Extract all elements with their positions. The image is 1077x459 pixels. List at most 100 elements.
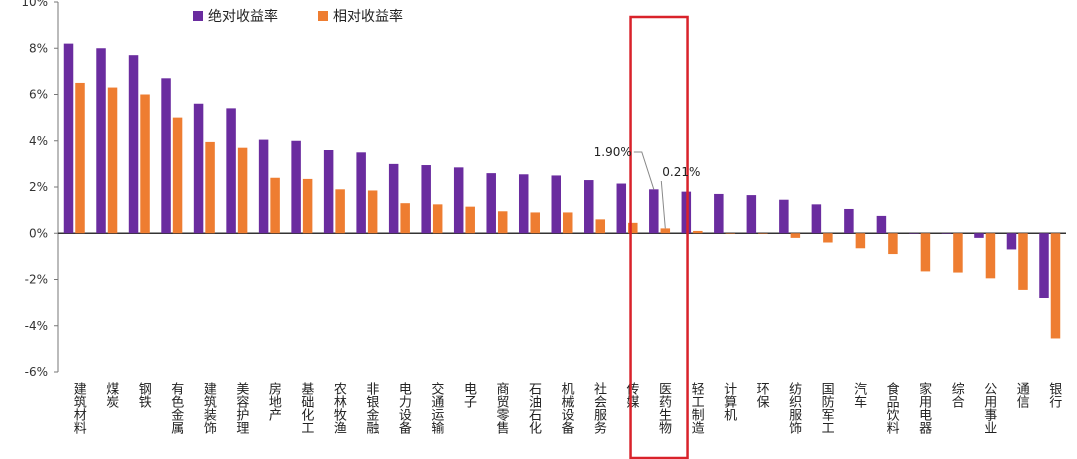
- bar-absolute-return: [746, 195, 757, 234]
- y-tick-label: -2%: [25, 273, 48, 287]
- bar-absolute-return: [356, 152, 366, 234]
- bar-relative-return: [628, 222, 638, 234]
- bar-relative-return: [335, 189, 345, 234]
- bar-relative-return: [270, 177, 280, 234]
- y-tick-label: 4%: [29, 134, 48, 148]
- bar-absolute-return: [811, 204, 822, 234]
- bar-absolute-return: [486, 173, 496, 234]
- x-category-label: 石油石化: [526, 382, 542, 435]
- bar-relative-return: [367, 190, 378, 234]
- bar-relative-return: [758, 233, 768, 234]
- x-category-label: 房地产: [266, 381, 282, 422]
- x-category-label: 综合: [949, 382, 965, 408]
- bar-absolute-return: [518, 174, 529, 234]
- bar-absolute-return: [161, 78, 171, 234]
- legend-swatch-relative: [318, 11, 328, 21]
- bar-relative-return: [237, 147, 248, 234]
- x-category-label: 公用事业: [981, 382, 997, 434]
- x-category-label: 食品饮料: [884, 381, 900, 434]
- bar-relative-return: [920, 233, 931, 272]
- category-labels: 建筑材料 煤炭 钢铁 有色金属 建筑装饰 美容护理 房地产 基础化工 农林牧渔 非银金融 电力设备交…: [71, 381, 1062, 435]
- x-category-label: 商贸零售: [493, 382, 509, 434]
- x-category-label: 钢铁: [136, 382, 152, 408]
- x-category-label: 环保: [754, 382, 770, 408]
- bar-absolute-return: [779, 199, 789, 234]
- bar-absolute-return: [909, 233, 919, 234]
- x-category-label: 非银金融: [363, 382, 379, 434]
- bar-absolute-return: [1006, 233, 1017, 250]
- x-category-label: 建筑装饰: [201, 382, 217, 434]
- chart-bars: [63, 43, 1061, 339]
- bar-relative-return: [465, 206, 475, 234]
- y-tick-label: 6%: [29, 88, 48, 102]
- bar-absolute-return: [226, 108, 236, 234]
- bar-relative-return: [75, 82, 85, 234]
- bar-absolute-return: [974, 233, 984, 238]
- x-category-label: 社会服务: [591, 381, 607, 434]
- bar-absolute-return: [96, 48, 106, 234]
- x-category-label: 银行: [1046, 382, 1062, 409]
- bar-absolute-return: [323, 150, 334, 234]
- legend-label-absolute: 绝对收益率: [208, 8, 278, 25]
- bar-relative-return: [563, 212, 573, 234]
- x-category-label: 家用电器: [916, 381, 932, 435]
- x-category-label: 建筑材料: [71, 382, 87, 434]
- annotations: 1.90% 0.21%: [594, 15, 700, 459]
- bar-relative-return: [530, 212, 540, 234]
- bar-relative-return: [107, 87, 118, 234]
- bar-relative-return: [693, 230, 703, 234]
- bar-absolute-return: [714, 193, 724, 234]
- x-category-label: 汽车: [851, 382, 867, 408]
- bar-absolute-return: [844, 208, 854, 234]
- y-tick-label: 8%: [29, 41, 48, 55]
- chart-axes: -6% -4% -2% 0% 2% 4% 6% 8% 10%: [21, 0, 1066, 379]
- bar-absolute-return: [941, 233, 952, 234]
- x-category-label: 基础化工: [298, 382, 314, 434]
- bar-absolute-return: [128, 55, 139, 234]
- y-tick-label: -4%: [25, 319, 48, 333]
- bar-relative-return: [140, 94, 150, 234]
- bar-relative-return: [497, 211, 508, 234]
- bar-relative-return: [1050, 233, 1061, 339]
- bar-absolute-return: [258, 139, 269, 234]
- x-category-label: 计算机: [721, 382, 737, 422]
- bar-absolute-return: [193, 103, 204, 234]
- bar-relative-return: [1018, 233, 1028, 290]
- bar-absolute-return: [551, 175, 561, 234]
- bar-relative-return: [888, 233, 898, 255]
- x-category-label: 美容护理: [233, 382, 249, 434]
- bar-absolute-return: [63, 43, 74, 234]
- bar-relative-return: [725, 233, 736, 234]
- x-category-label: 国防军工: [819, 382, 835, 434]
- annotation-label: 1.90%: [594, 145, 632, 159]
- bar-relative-return: [172, 117, 183, 234]
- x-category-label: 通信: [1014, 382, 1030, 408]
- bar-relative-return: [432, 204, 443, 234]
- bar-absolute-return: [291, 140, 301, 234]
- bar-relative-return: [953, 233, 963, 273]
- x-category-label: 煤炭: [103, 382, 119, 409]
- x-category-label: 电力设备: [396, 382, 412, 435]
- annotation-leader: [633, 151, 655, 190]
- bar-relative-return: [595, 219, 606, 234]
- bar-absolute-return: [388, 163, 399, 234]
- bar-relative-return: [205, 141, 215, 234]
- annotation-leader: [660, 180, 666, 229]
- bar-absolute-return: [616, 183, 627, 234]
- bar-absolute-return: [876, 215, 887, 234]
- bar-absolute-return: [1039, 233, 1049, 298]
- bar-absolute-return: [453, 167, 464, 234]
- bar-relative-return: [823, 233, 833, 243]
- y-tick-label: 10%: [21, 0, 48, 9]
- bar-relative-return: [400, 203, 410, 234]
- legend-swatch-absolute: [193, 11, 203, 21]
- bar-relative-return: [660, 228, 671, 234]
- bar-relative-return: [985, 233, 996, 279]
- bar-absolute-return: [649, 189, 659, 234]
- x-category-label: 医药生物: [656, 382, 672, 435]
- x-category-label: 有色金属: [168, 382, 184, 435]
- annotation-label: 0.21%: [662, 165, 700, 179]
- bar-absolute-return: [421, 165, 431, 234]
- x-category-label: 轻工制造: [689, 382, 705, 435]
